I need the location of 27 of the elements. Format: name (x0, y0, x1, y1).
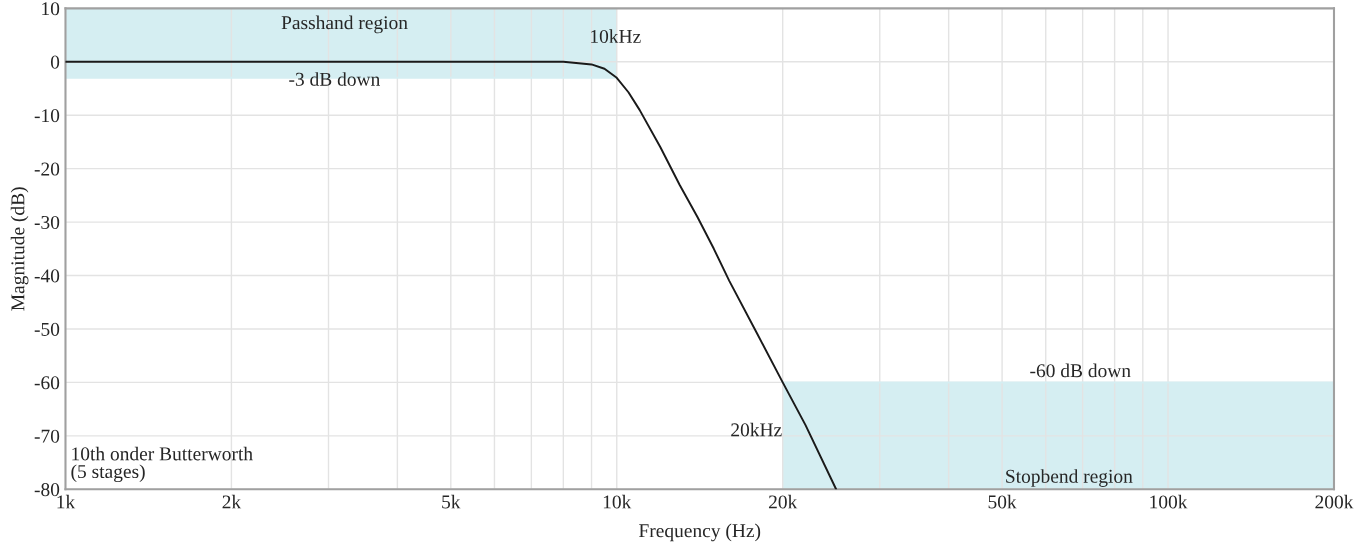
annotation: Stopbend region (1006, 469, 1133, 487)
annotation: -60 dB down (1030, 363, 1131, 378)
y-tick-label: -20 (34, 162, 60, 176)
x-tick-label: 100k (1150, 494, 1188, 509)
x-tick-label: 5k (442, 494, 461, 509)
y-axis-title: Magnitude (dB) (10, 187, 29, 311)
y-tick-label: -80 (34, 483, 60, 497)
y-tick-label: -30 (34, 215, 60, 230)
y-tick-label: 0 (50, 55, 60, 69)
x-tick-label: 200k (1315, 494, 1354, 509)
y-tick-label: -40 (34, 269, 60, 283)
x-tick-label: 20k (768, 494, 798, 509)
x-axis-title: Frequency (Hz) (639, 523, 761, 542)
x-tick-label: 50k (988, 494, 1017, 509)
y-tick-label: 10 (42, 2, 60, 16)
annotation: 10kHz (591, 29, 641, 44)
x-tick-label: 1k (57, 494, 76, 509)
annotation: 20kHz (731, 422, 782, 437)
x-tick-label: 2k (222, 494, 242, 509)
annotation: Passhand region (281, 15, 408, 34)
y-tick-label: -70 (34, 429, 60, 443)
y-tick-label: -50 (34, 322, 60, 336)
annotation: 10th onder Butterworth (5 stages) (71, 446, 253, 483)
x-tick-label: 10k (603, 494, 632, 509)
y-tick-label: -60 (34, 376, 60, 390)
annotation: -3 dB down (289, 72, 381, 86)
y-tick-label: -10 (34, 109, 60, 123)
